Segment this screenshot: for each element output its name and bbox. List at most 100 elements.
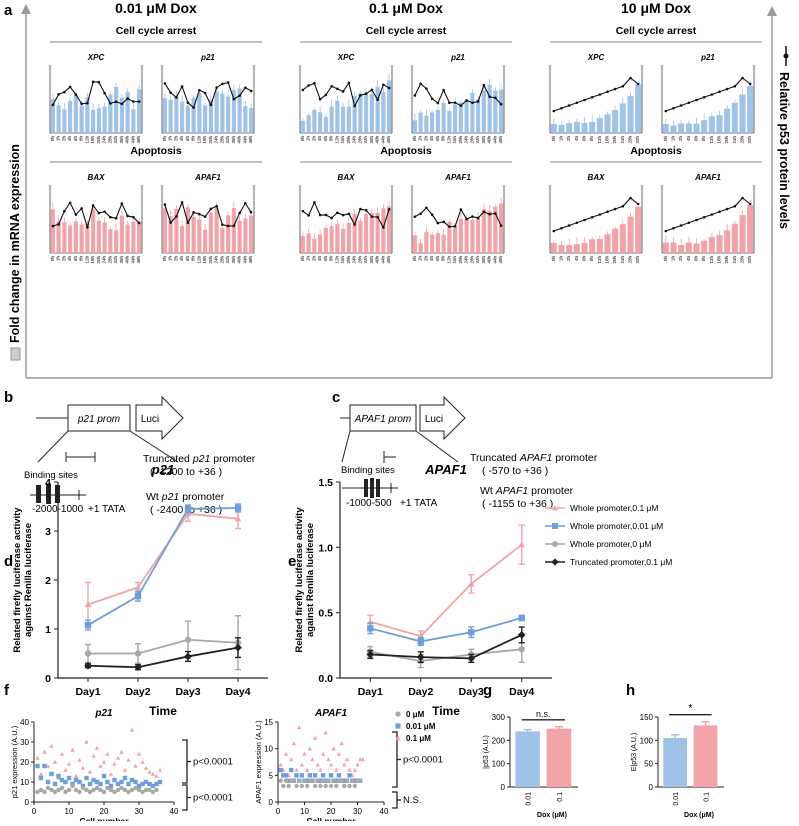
p21-truncated-range: ( -1200 to +36 ) [150,466,222,478]
mini-tick-label: 28h [219,136,224,144]
p53-point [336,211,339,215]
mini-bar [364,213,369,253]
scatter-point [328,762,334,767]
mini-bar [604,234,611,253]
scatter-point [98,787,103,793]
scatter-point [154,781,159,787]
series-line [370,617,522,643]
scatter-point [150,789,156,795]
apaf1-axis-label: -1000-500 [346,498,392,509]
mini-tick-label: 12h [334,256,339,264]
p53-line [553,77,639,112]
scatter-point [133,779,138,785]
mini-tick-label: 8h [191,136,196,142]
mini-tick-label: 12h [84,256,89,264]
mini-tick-label: 32h [635,256,640,264]
scatter-point [42,789,47,795]
gene-name: p21 [450,53,465,62]
mini-tick-label: 4h [686,136,691,142]
mini-bar [119,215,124,253]
p53-point [687,221,691,225]
scatter-point [66,761,72,766]
mini-tick-label: 8h [589,256,594,262]
mini-tick-label: 36h [119,256,124,264]
scatter-point [42,763,47,769]
mini-bar [693,123,700,133]
x-tick-label: Day1 [358,686,383,698]
mini-tick-label: 16h [717,256,722,264]
gene-name: APAF1 [444,173,471,182]
p53-point [695,98,698,102]
scatter-point [281,783,286,789]
y-axis-label-2: against Renilla luciferase [305,523,316,637]
mini-tick-label: 0h [300,256,305,262]
p53-point [482,210,486,214]
p53-point [575,101,579,105]
y-tick-label: 1.0 [318,542,333,554]
x-tick-label: Day2 [408,686,433,698]
scatter-point [45,779,51,785]
p53-point [163,82,167,85]
x-tick-label: Day4 [509,686,534,698]
significance-label: N.S. [403,795,421,806]
scatter-point [283,751,289,756]
scatter-point [63,789,68,795]
group-title: Cell cycle arrest [116,25,197,37]
mini-bar [635,206,642,253]
scatter-point [342,778,347,783]
p53-point [621,84,625,88]
mini-tick-label: 24h [620,256,625,264]
mini-bar [306,233,311,253]
mini-bar [627,216,634,253]
mini-tick-label: 44h [242,256,247,264]
mini-tick-label: 44h [130,136,135,144]
data-point [517,631,526,639]
p53-point [453,225,457,228]
scatter-point [150,771,156,776]
mini-tick-label: 16h [605,256,610,264]
p53-point [120,202,124,205]
mini-tick-label: 12h [84,136,89,144]
p53-point [336,87,339,91]
scatter-point [281,773,286,778]
p53-point [488,212,491,216]
p53-point [741,76,744,80]
scatter-point [49,771,54,777]
mini-bar [214,91,219,133]
mini-bar [56,105,61,133]
p53-point [57,93,60,96]
p53-point [598,93,602,96]
p53-line [302,201,390,229]
mini-bar [108,94,113,133]
mini-bar [162,208,167,253]
p53-point [364,208,368,212]
scatter-point [66,775,72,781]
p53-point [209,103,213,107]
p53-point [307,84,310,87]
p53-point [664,229,668,233]
scatter-point [80,765,86,770]
mini-tick-label: 2h [311,256,316,262]
mini-tick-label: 16h [717,136,722,144]
chart-g: 0 100 200 300 0.01 0.1 n.s. Dox (μM) |p53 (A.U.) [483,709,578,819]
scatter-point [87,789,93,795]
x-tick-label: 0.01 [526,792,533,806]
scatter-point [320,773,326,778]
p21-wt-label: Wt p21 promoter [146,491,225,503]
p53-point [221,82,224,86]
p53-point [613,207,617,211]
p53-point [733,204,737,208]
scatter-point [334,778,339,783]
mini-tick-label: 2h [173,256,178,262]
x-tick-label: 40 [380,807,389,816]
legend-marker [551,558,559,566]
scatter-point [70,747,75,752]
mini-tick-label: 12h [709,136,714,144]
mini-bar [329,106,334,133]
mini-bar [566,244,573,253]
scatter-point [42,749,47,754]
scatter-point [140,789,145,795]
p53-point [448,101,451,105]
p53-point [137,221,141,225]
p53-point [413,94,417,97]
